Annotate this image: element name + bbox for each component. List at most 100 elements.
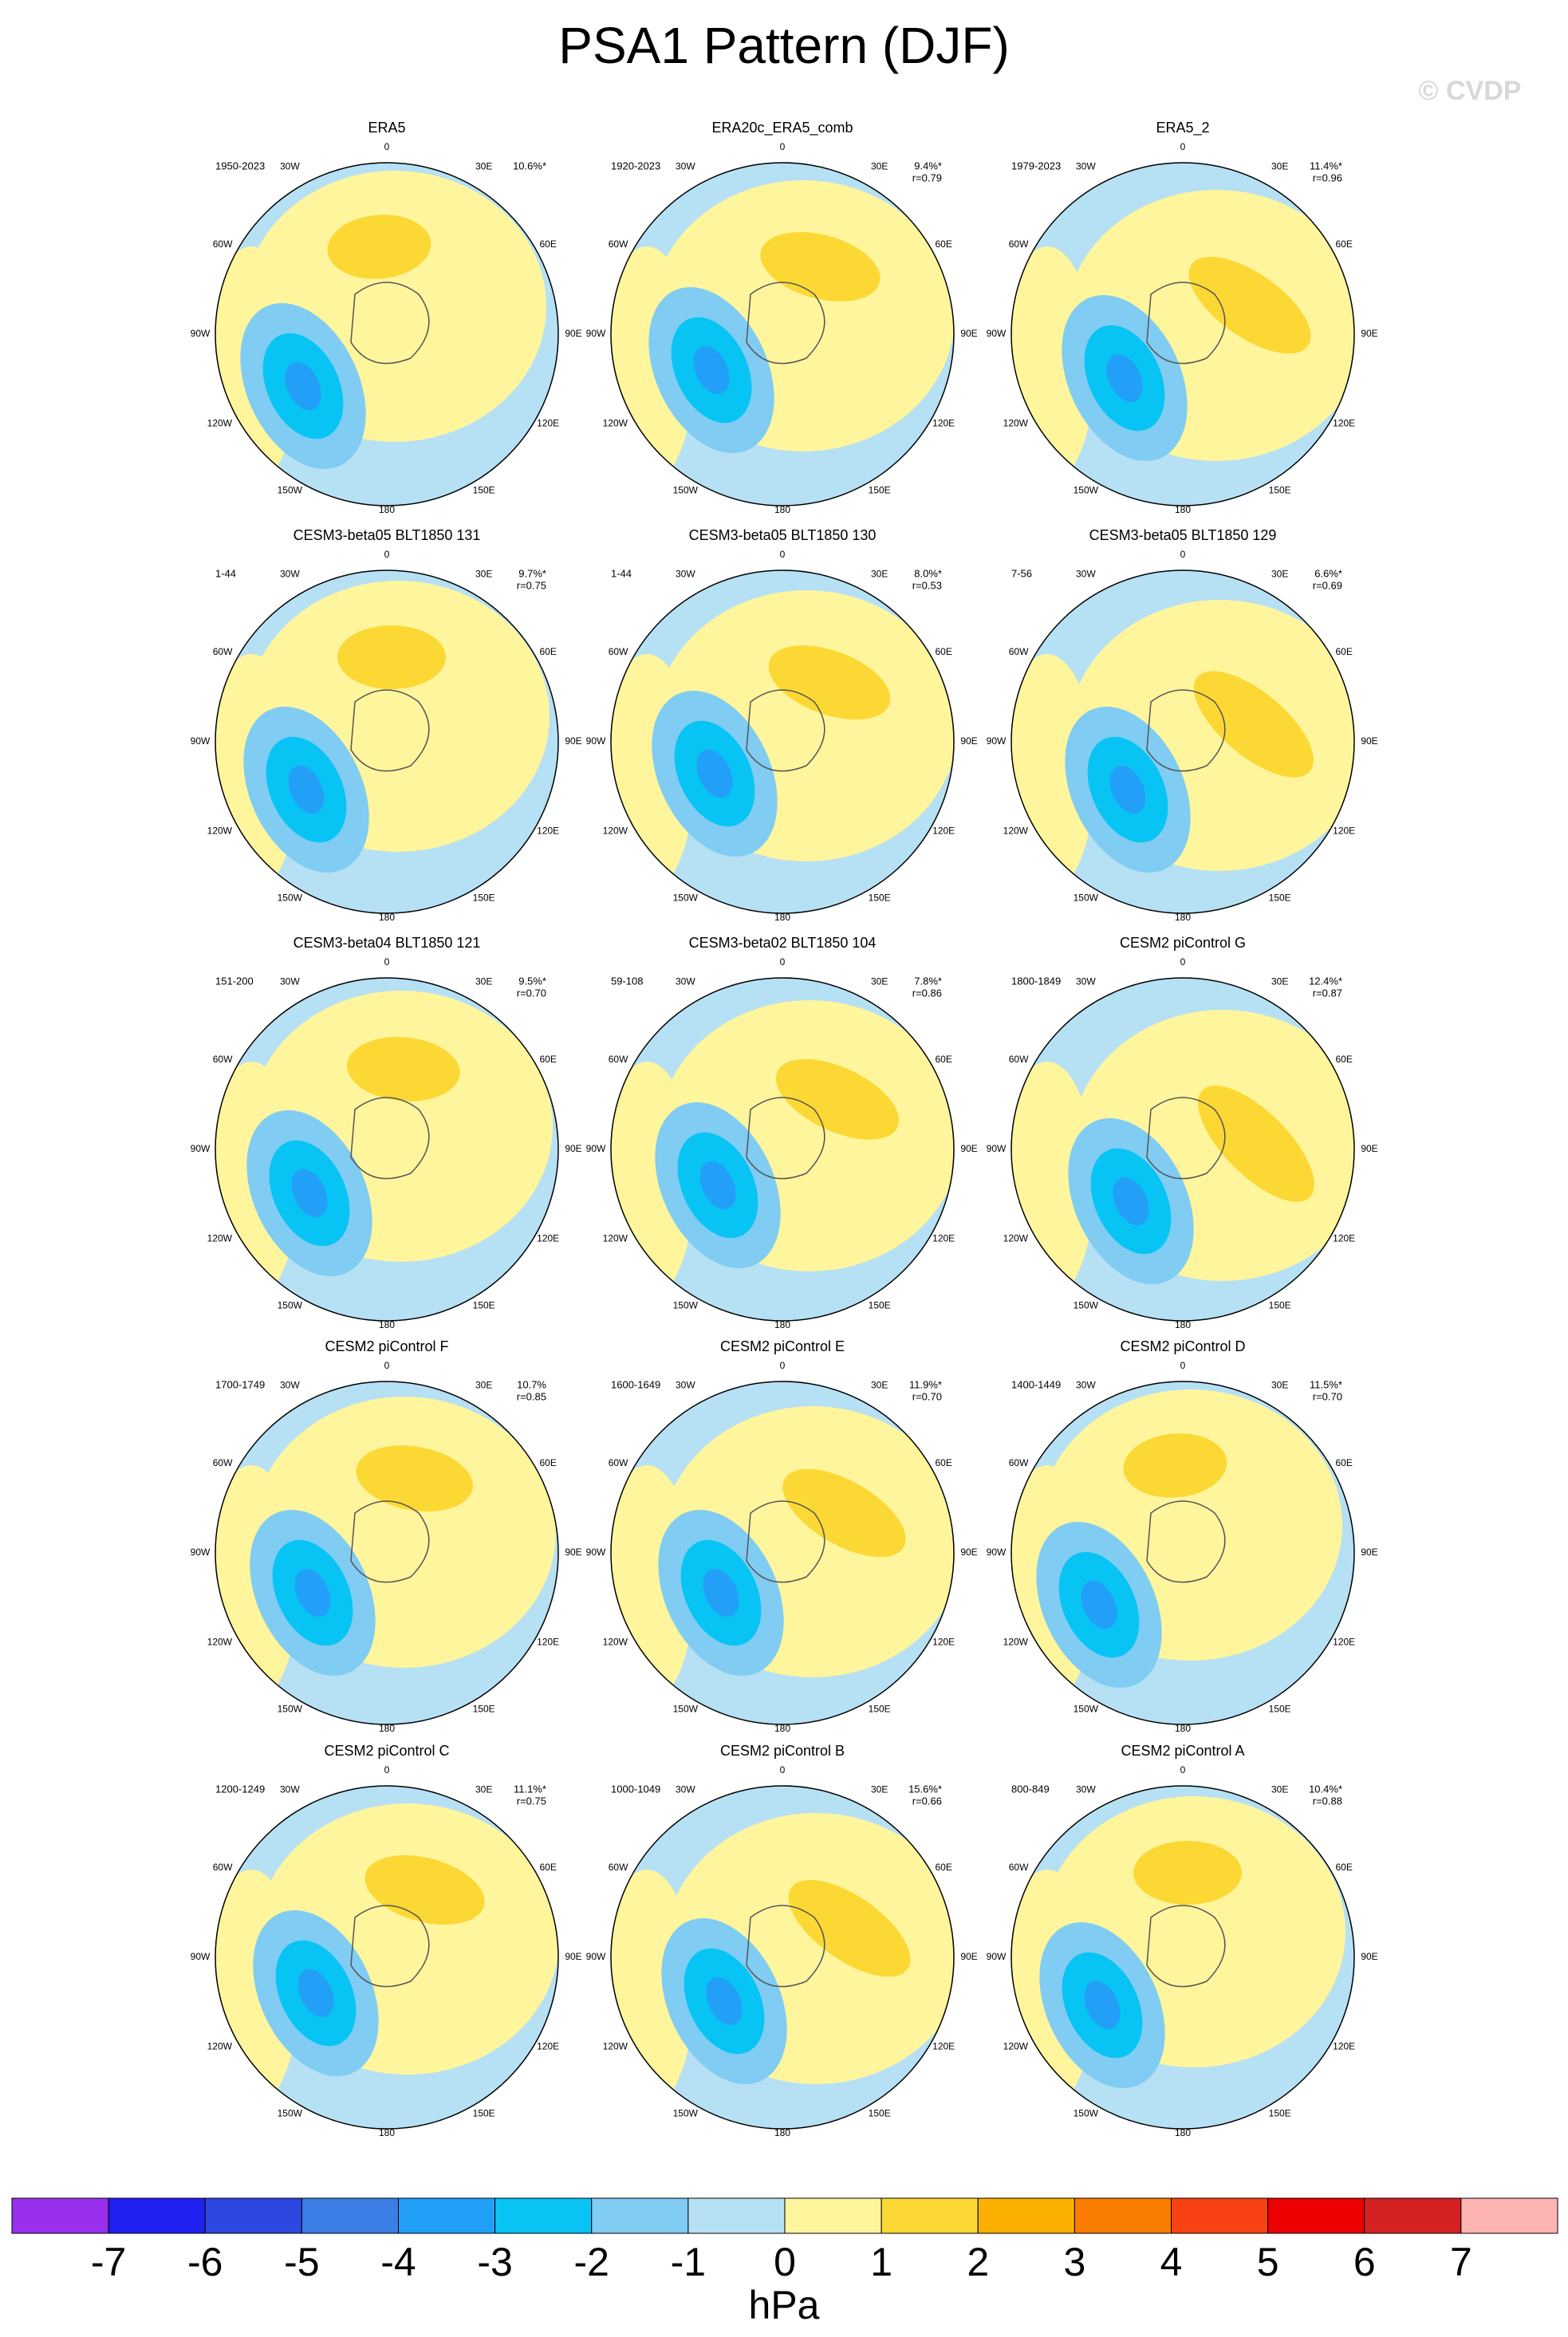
period: 1600-1649	[611, 1378, 660, 1390]
lon-label: 180	[379, 1319, 395, 1330]
lon-label: 60E	[935, 646, 951, 657]
lon-label: 120E	[1333, 417, 1355, 428]
colorbar-box	[784, 2197, 882, 2234]
colorbar-tick-label: -6	[187, 2240, 223, 2284]
lon-label: 60E	[935, 1054, 951, 1065]
lon-label: 150E	[473, 1300, 495, 1311]
lon-label: 90W	[987, 1547, 1007, 1558]
variance: 11.9%*	[909, 1378, 942, 1390]
lon-label: 0	[384, 956, 390, 968]
lon-label: 150E	[869, 893, 891, 904]
lon-label: 120W	[603, 1232, 628, 1243]
period: 1400-1449	[1011, 1378, 1061, 1390]
lon-label: 90E	[1361, 328, 1377, 339]
lon-label: 30E	[1271, 1784, 1288, 1795]
anomaly	[699, 1161, 736, 1210]
colorbar-tick-label: -3	[477, 2240, 512, 2284]
panel-title: CESM3-beta05 BLT1850 131	[294, 527, 481, 543]
period: 1200-1249	[215, 1783, 265, 1795]
panel: CESM3-beta05 BLT1850 129 7-56 6.6%*r=0.69 0…	[987, 527, 1378, 923]
anomaly	[788, 1879, 911, 1977]
lon-label: 90E	[565, 1547, 581, 1558]
pattern-corr: r=0.75	[517, 579, 546, 591]
lon-label: 30E	[475, 1784, 492, 1795]
lon-label: 180	[379, 912, 395, 923]
anomaly	[696, 749, 733, 798]
coastline	[746, 1905, 825, 1988]
lon-label: 90E	[565, 1143, 581, 1154]
lon-label: 90E	[960, 1547, 977, 1558]
colorbar-tick-label: 2	[967, 2240, 989, 2284]
lon-label: 150W	[1074, 1300, 1099, 1311]
lon-label: 90E	[960, 328, 977, 339]
lon-label: 60E	[539, 646, 556, 657]
lon-label: 120W	[1003, 1636, 1029, 1647]
lon-label: 60E	[935, 1457, 951, 1468]
lon-label: 60W	[213, 646, 233, 657]
variance: 11.1%*	[514, 1783, 546, 1795]
map-border	[610, 162, 955, 506]
panel-title: CESM2 piControl B	[720, 1743, 845, 1759]
lon-label: 120E	[1333, 825, 1355, 836]
colorbar-tick-label: 1	[870, 2240, 892, 2284]
lon-label: 0	[1180, 956, 1186, 968]
variance: 7.8%*	[914, 975, 942, 987]
map	[1011, 163, 1354, 506]
panel: CESM2 piControl C 1200-1249 11.1%*r=0.75 0 3…	[191, 1743, 582, 2138]
lon-label: 30E	[475, 1380, 492, 1391]
lon-label: 90E	[565, 735, 581, 747]
map-border	[215, 1381, 559, 1725]
period: 1700-1749	[215, 1378, 265, 1390]
period: 1-44	[611, 567, 632, 579]
colorbar-tick-label: 0	[774, 2240, 796, 2284]
anomaly	[1106, 353, 1143, 403]
period: 1000-1049	[611, 1783, 660, 1795]
lon-label: 60E	[935, 1862, 951, 1873]
lon-label: 30W	[1076, 1380, 1096, 1391]
lon-label: 150E	[869, 485, 891, 496]
lon-label: 150W	[278, 2108, 303, 2119]
panel: ERA20c_ERA5_comb 1920-2023 9.4%*r=0.79 0 30E…	[586, 120, 978, 515]
anomaly	[775, 1058, 900, 1140]
panel: CESM2 piControl D 1400-1449 11.5%*r=0.70 0 3…	[987, 1338, 1378, 1734]
variance: 8.0%*	[914, 567, 942, 579]
pattern-corr: r=0.87	[1313, 987, 1342, 999]
lon-label: 90W	[191, 1547, 211, 1558]
colorbar-box	[687, 2197, 786, 2234]
lon-label: 150W	[1074, 485, 1099, 496]
colorbar-label: hPa	[749, 2283, 820, 2327]
lon-label: 60W	[1009, 1054, 1029, 1065]
coastline	[1146, 689, 1226, 772]
figure-title: PSA1 Pattern (DJF)	[558, 17, 1010, 74]
panel-title: CESM2 piControl D	[1120, 1338, 1245, 1354]
period: 1979-2023	[1011, 160, 1061, 171]
pattern-corr: r=0.69	[1313, 579, 1342, 591]
colorbar: -7 -6 -5 -4 -3 -2 -1 0 1 2 3 4 5 6 7 hPa	[11, 2197, 1558, 2327]
anomaly	[347, 1037, 460, 1102]
lon-label: 30W	[676, 569, 695, 580]
anomaly	[1198, 1086, 1314, 1202]
map-border	[610, 977, 955, 1322]
map-border	[1011, 162, 1355, 506]
lon-label: 180	[379, 2127, 395, 2138]
map-border	[610, 1381, 955, 1725]
panel-title: CESM3-beta04 BLT1850 121	[294, 935, 481, 951]
lon-label: 90W	[987, 328, 1007, 339]
lon-label: 150W	[1074, 1704, 1099, 1715]
anomaly	[1123, 1433, 1227, 1498]
anomaly	[337, 625, 446, 689]
lon-label: 180	[1175, 912, 1191, 923]
anomaly	[782, 1468, 906, 1558]
panel-title: CESM2 piControl E	[720, 1338, 845, 1354]
anomaly	[1084, 1980, 1121, 2030]
panel-title: CESM3-beta05 BLT1850 130	[689, 527, 877, 543]
lon-label: 60E	[539, 1054, 556, 1065]
lon-label: 120E	[932, 825, 955, 836]
colorbar-tick-label: -4	[380, 2240, 416, 2284]
map	[215, 1381, 558, 1724]
anomaly	[693, 345, 730, 395]
lon-label: 30W	[676, 976, 695, 987]
coastline	[746, 1097, 825, 1180]
lon-label: 90W	[191, 735, 211, 747]
period: 1800-1849	[1011, 975, 1061, 987]
